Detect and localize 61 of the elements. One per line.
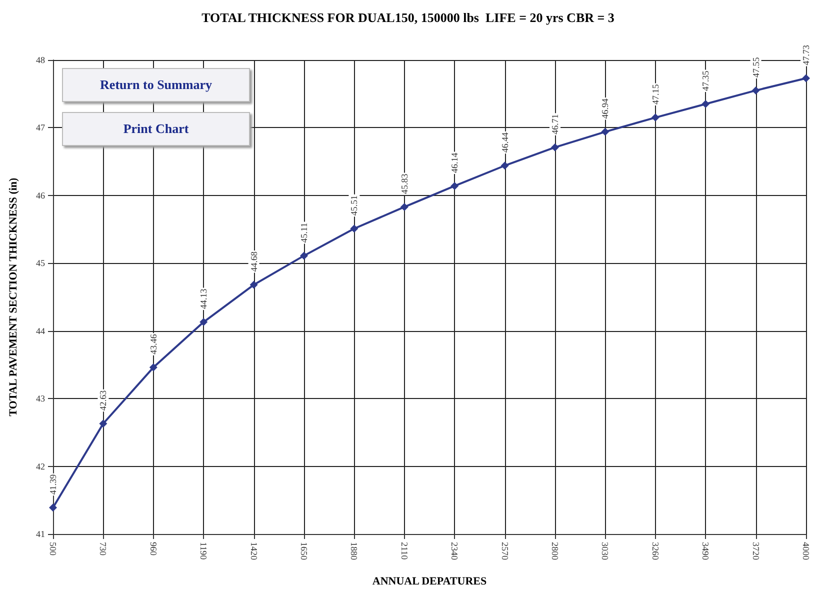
point <box>752 86 760 94</box>
point <box>651 114 660 122</box>
data-label: 47.73 <box>801 44 811 66</box>
data-label: 46.44 <box>500 132 510 153</box>
data-label: 46.71 <box>550 114 560 134</box>
point <box>802 74 810 82</box>
y-tick-label: 44 <box>36 326 46 336</box>
point <box>250 280 258 289</box>
y-tick-label: 47 <box>36 122 46 133</box>
x-tick-label: 960 <box>148 542 158 556</box>
y-tick-label: 48 <box>36 55 46 65</box>
point <box>702 100 710 108</box>
data-label: 46.94 <box>600 98 610 119</box>
x-tick-label: 3490 <box>700 542 711 560</box>
y-axis-title: TOTAL PAVEMENT SECTION THICKNESS (in) <box>8 177 20 416</box>
button: Print Chart <box>62 112 250 146</box>
point <box>400 202 408 211</box>
y-tick-label: 43 <box>36 394 46 404</box>
chart-title: TOTAL THICKNESS FOR DUAL150, 150000 lbs LIFE = 20 yrs CBR = 3 <box>202 10 615 25</box>
x-tick-label: 1880 <box>349 542 360 560</box>
point <box>200 318 208 326</box>
point <box>601 128 610 136</box>
data-label: 47.55 <box>750 56 761 78</box>
point <box>551 143 559 152</box>
x-tick-label: 3720 <box>750 542 761 560</box>
point <box>450 182 459 190</box>
data-label: 45.11 <box>299 222 309 243</box>
data-label: 44.13 <box>198 288 209 310</box>
y-tick-label: 46 <box>36 190 46 200</box>
point <box>300 252 308 260</box>
point <box>149 363 158 372</box>
x-tick-label: 2340 <box>450 542 460 560</box>
x-tick-label: 2800 <box>550 542 560 560</box>
button: Return to Summary <box>62 68 250 102</box>
x-tick-label: 1650 <box>299 542 309 560</box>
x-tick-label: 730 <box>98 542 108 556</box>
data-label: 45.51 <box>349 195 360 216</box>
data-label: 45.83 <box>399 173 410 194</box>
y-tick-label: 42 <box>36 461 45 472</box>
y-tick-label: 41 <box>36 529 45 539</box>
x-tick-label: 2570 <box>500 542 510 560</box>
point <box>500 162 509 170</box>
point <box>99 420 108 428</box>
data-label: 46.14 <box>450 152 460 173</box>
data-label: 42.63 <box>98 390 108 411</box>
x-axis-title: ANNUAL DEPATURES <box>372 576 487 588</box>
x-tick-label: 1420 <box>248 542 259 560</box>
data-label: 47.15 <box>650 84 660 105</box>
data-label: 47.35 <box>700 70 711 92</box>
data-label: 43.46 <box>148 334 158 354</box>
x-tick-label: 4000 <box>801 542 811 560</box>
point <box>350 224 358 233</box>
data-label: 44.68 <box>248 251 259 272</box>
x-tick-label: 3030 <box>600 542 610 560</box>
data-label: 41.39 <box>48 474 58 495</box>
x-tick-label: 3260 <box>650 542 660 560</box>
y-tick-label: 45 <box>36 258 46 268</box>
x-tick-label: 1190 <box>198 542 209 560</box>
x-tick-label: 500 <box>48 542 58 556</box>
x-tick-label: 2110 <box>399 542 410 560</box>
point <box>49 504 57 512</box>
